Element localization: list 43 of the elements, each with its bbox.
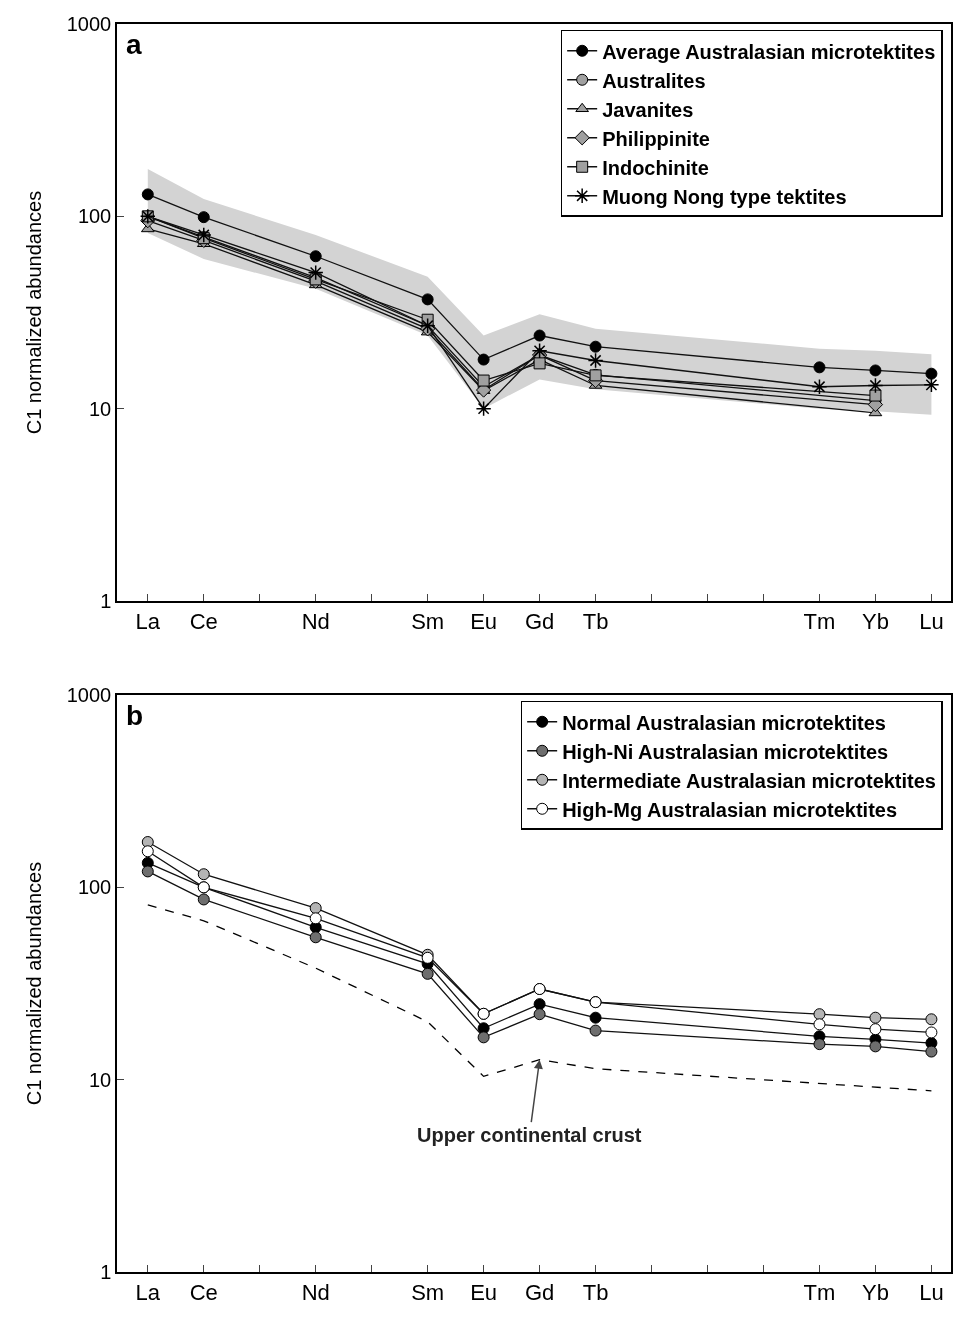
y-tick-label: 10 bbox=[89, 1068, 112, 1091]
x-tick-label: Eu bbox=[470, 609, 498, 635]
legend-label: Indochinite bbox=[602, 156, 709, 179]
x-tick-label: Tb bbox=[582, 1280, 609, 1306]
x-tick-label: Nd bbox=[301, 1280, 330, 1306]
x-tick-label: Eu bbox=[470, 1280, 498, 1306]
x-tick-label: Tm bbox=[803, 1280, 836, 1306]
x-tick-label: Gd bbox=[524, 1280, 555, 1306]
x-tick-label: Yb bbox=[861, 1280, 889, 1306]
annotation: Upper continental crust bbox=[417, 1124, 642, 1146]
x-tick-label: La bbox=[135, 1280, 161, 1306]
legend-label: Normal Australasian microtektites bbox=[562, 711, 886, 734]
y-tick-label: 1 bbox=[100, 590, 112, 612]
y-tick-label: 1 bbox=[100, 1261, 112, 1283]
legend-label: High-Ni Australasian microtektites bbox=[562, 740, 889, 763]
x-tick-label: Sm bbox=[411, 1280, 445, 1306]
legend-label: Philippinite bbox=[602, 127, 710, 150]
x-tick-label: Lu bbox=[919, 1280, 944, 1306]
legend-label: Javanites bbox=[602, 98, 694, 121]
x-tick-label: Sm bbox=[411, 609, 445, 635]
legend-label: Muong Nong type tektites bbox=[602, 185, 847, 208]
y-tick-label: 100 bbox=[77, 876, 112, 899]
x-tick-label: Ce bbox=[189, 609, 218, 635]
x-tick-label: Ce bbox=[189, 1280, 218, 1306]
legend-label: Australites bbox=[602, 69, 706, 92]
x-tick-label: Nd bbox=[301, 609, 330, 635]
x-tick-label: Tm bbox=[803, 609, 836, 635]
y-tick-label: 1000 bbox=[66, 684, 112, 706]
y-axis-title: C1 normalized abundances bbox=[22, 861, 45, 1106]
chart-title: a bbox=[126, 29, 142, 60]
x-tick-label: Lu bbox=[919, 609, 944, 635]
x-tick-label: Yb bbox=[861, 609, 889, 635]
y-tick-label: 10 bbox=[89, 397, 112, 420]
legend-label: High-Mg Australasian microtektites bbox=[562, 798, 898, 821]
legend-label: Average Australasian microtektites bbox=[602, 40, 936, 63]
x-tick-label: La bbox=[135, 609, 161, 635]
y-tick-label: 1000 bbox=[66, 13, 112, 35]
x-tick-label: Tb bbox=[582, 609, 609, 635]
x-tick-label: Gd bbox=[524, 609, 555, 635]
y-axis-title: C1 normalized abundances bbox=[22, 190, 45, 435]
legend-label: Intermediate Australasian microtektites bbox=[562, 769, 936, 792]
chart-title: b bbox=[126, 700, 144, 731]
y-tick-label: 100 bbox=[77, 205, 112, 228]
